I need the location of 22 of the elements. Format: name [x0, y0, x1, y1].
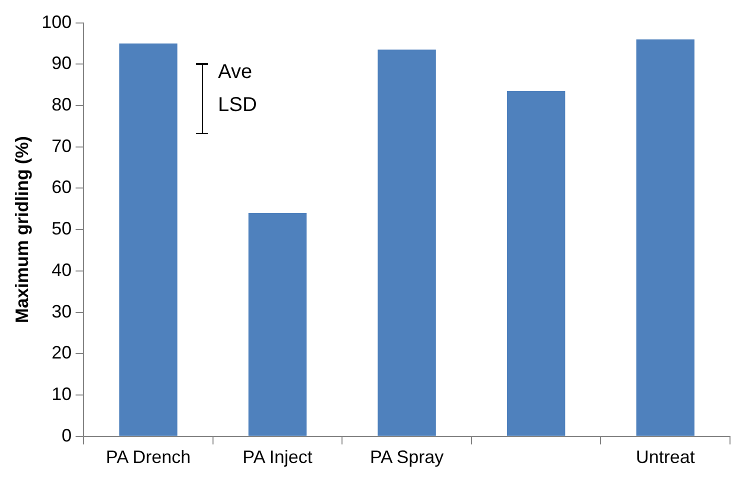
x-tick-label: Untreat — [636, 447, 695, 468]
y-tick-label: 80 — [52, 94, 72, 114]
y-tick-label: 100 — [42, 12, 72, 32]
y-tick-label: 0 — [62, 425, 72, 446]
y-tick-label: 40 — [52, 260, 72, 280]
bar — [507, 91, 566, 436]
y-tick-label: 50 — [52, 218, 72, 239]
bar — [248, 213, 307, 436]
y-tick-label: 70 — [52, 136, 72, 156]
y-tick-label: 60 — [52, 177, 72, 198]
x-tick-label: PA Inject — [242, 447, 312, 468]
y-tick-label: 30 — [52, 301, 72, 322]
y-tick-label: 90 — [52, 53, 72, 74]
bar — [119, 43, 178, 436]
x-tick-label: PA Spray — [370, 447, 444, 468]
y-axis-title: Maximum gridling (%) — [12, 136, 32, 324]
annotation: Ave LSD — [218, 60, 258, 118]
bar — [378, 50, 436, 436]
bar — [636, 39, 694, 436]
y-tick-label: 10 — [52, 384, 72, 404]
y-tick-label: 20 — [52, 342, 72, 363]
x-tick-label: PA Drench — [106, 447, 191, 468]
